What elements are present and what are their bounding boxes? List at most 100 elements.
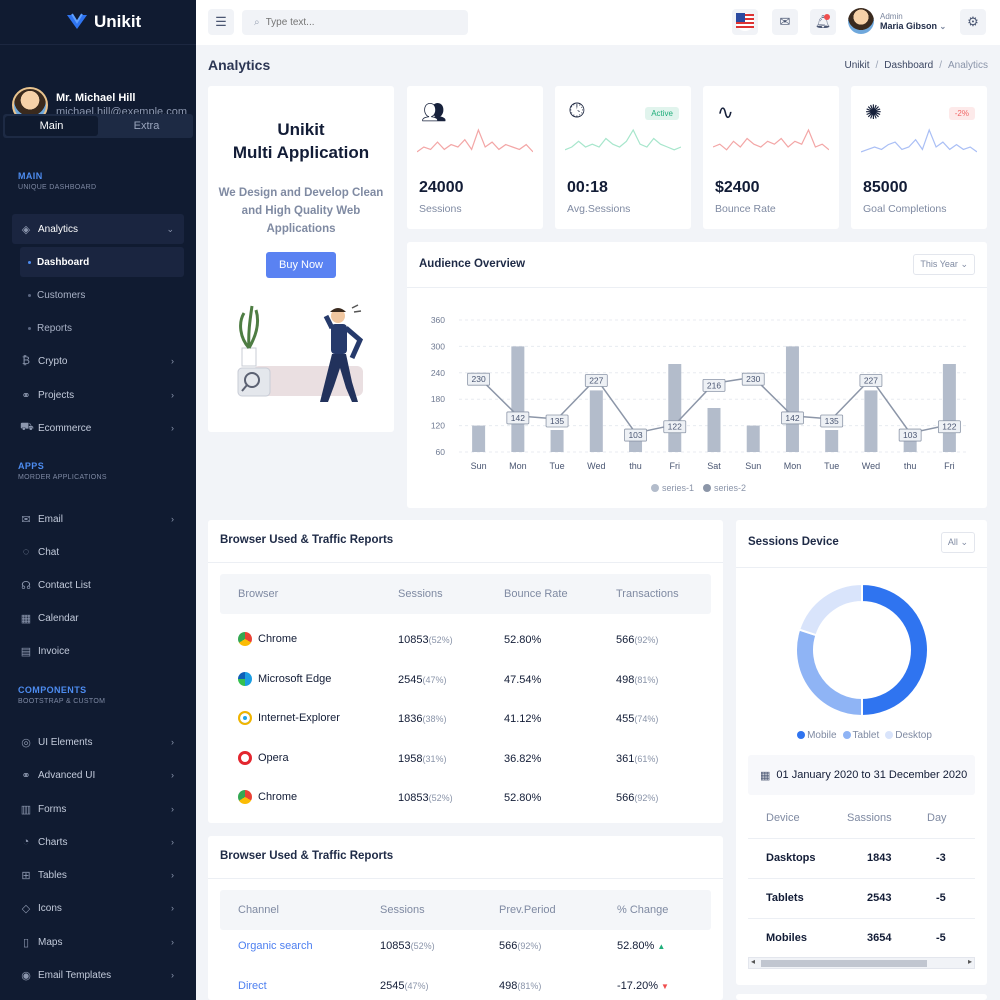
device-name: Tablets — [766, 892, 804, 904]
table-row[interactable]: Chrome 10853(52%) 52.80% 566(92%) — [208, 782, 723, 812]
ui-icon: ◎ — [21, 736, 31, 749]
sidebar-item-email-templates[interactable]: ◉ Email Templates › — [12, 960, 184, 990]
column-header: Sassions — [847, 812, 892, 824]
device-day: -5 — [936, 892, 946, 904]
x-tick-label: Wed — [587, 461, 605, 471]
mail-icon: ✉ — [21, 513, 31, 526]
buy-now-button[interactable]: Buy Now — [265, 252, 337, 278]
menu-toggle-button[interactable]: ☰ — [208, 9, 234, 35]
horizontal-scrollbar[interactable]: ◂ ▸ — [748, 957, 975, 969]
column-header: Sessions — [380, 904, 425, 916]
sidebar-item-dashboard[interactable]: Dashboard — [20, 247, 184, 277]
status-badge: Active — [645, 107, 679, 120]
stat-card: ✺ -2% 85000 Goal Completions — [851, 86, 987, 229]
sidebar-item-reports[interactable]: Reports — [20, 313, 184, 343]
sidebar-item-analytics[interactable]: ◈ Analytics ⌄ — [12, 214, 184, 244]
bar — [550, 430, 564, 452]
scroll-right-icon[interactable]: ▸ — [967, 957, 972, 966]
map-icon: ▯ — [22, 936, 30, 949]
sidebar-item-maps[interactable]: ▯ Maps › — [12, 927, 184, 957]
sessions-value: 10853 — [380, 940, 411, 952]
sidebar-item-calendar[interactable]: ▦ Calendar — [12, 603, 184, 633]
scroll-left-icon[interactable]: ◂ — [751, 957, 756, 966]
sidebar-item-email[interactable]: ✉ Email › — [12, 504, 184, 534]
bounce-rate-cell: 52.80% — [504, 792, 542, 804]
sidebar-item-invoice[interactable]: ▤ Invoice — [12, 636, 184, 666]
sidebar-item-ui-elements[interactable]: ◎ UI Elements › — [12, 727, 184, 757]
data-label-box — [467, 372, 491, 386]
sidebar-item-forms[interactable]: ▥ Forms › — [12, 794, 184, 824]
data-label: 122 — [668, 422, 682, 432]
sidebar-item-label: Customers — [37, 289, 86, 301]
x-tick-label: Fri — [944, 461, 955, 471]
tab-main[interactable]: Main — [5, 116, 98, 136]
table-row[interactable]: Organic search 10853(52%) 566(92%) 52.80% ▲ — [208, 940, 723, 970]
profile-name: Mr. Michael Hill — [56, 92, 136, 104]
column-header: Day — [927, 812, 947, 824]
sidebar-item-label: Maps — [38, 936, 63, 948]
sidebar-item-projects[interactable]: ⚭ Projects › — [12, 380, 184, 410]
chevron-right-icon: › — [171, 837, 174, 847]
transactions-percent: (81%) — [634, 674, 659, 685]
settings-button[interactable]: ⚙ — [960, 9, 986, 35]
sidebar-item-tables[interactable]: ⊞ Tables › — [12, 860, 184, 890]
user-role: Admin — [880, 11, 903, 21]
table-row[interactable]: Chrome 10853(52%) 52.80% 566(92%) — [208, 624, 723, 654]
sidebar-item-ecommerce[interactable]: ⛟ Ecommerce › — [12, 413, 184, 443]
transactions-percent: (92%) — [634, 635, 659, 645]
brand[interactable]: Unikit — [0, 0, 196, 45]
table-row[interactable]: Direct 2545(47%) 498(81%) -17.20% ▼ — [208, 980, 723, 1000]
data-label-box — [663, 420, 687, 434]
language-button[interactable] — [732, 9, 758, 35]
opera-icon — [238, 750, 252, 765]
sidebar-item-crypto[interactable]: ₿ Crypto › — [12, 346, 184, 376]
chevron-right-icon: › — [171, 356, 174, 366]
bar — [864, 390, 878, 452]
device-filter-dropdown[interactable]: All ⌄ — [940, 532, 975, 553]
search-input[interactable] — [265, 17, 446, 28]
chevron-right-icon: › — [171, 870, 174, 880]
section-title: MAIN — [18, 171, 43, 181]
sidebar-item-label: Reports — [37, 322, 73, 334]
y-tick-label: 240 — [431, 368, 445, 378]
sidebar-item-chat[interactable]: ◌ Chat — [12, 537, 184, 567]
bullet-icon — [28, 326, 31, 330]
notifications-button[interactable]: 🔔︎ — [810, 9, 836, 35]
channel-link[interactable]: Direct — [238, 979, 267, 992]
search-bar[interactable]: ⌕ — [242, 10, 468, 35]
sidebar-item-advanced-ui[interactable]: ⚭ Advanced UI › — [12, 760, 184, 790]
scrollbar-thumb[interactable] — [761, 960, 927, 967]
sidebar-item-label: Dashboard — [37, 256, 90, 268]
sidebar-item-customers[interactable]: Customers — [20, 280, 184, 310]
donut-slice — [861, 582, 929, 718]
breadcrumb-item[interactable]: Dashboard — [884, 60, 934, 71]
legend-label: Desktop — [895, 730, 932, 741]
channel-link[interactable]: Organic search — [238, 940, 313, 952]
sidebar-item-charts[interactable]: ◔ Charts › — [12, 827, 184, 857]
audience-chart: 60 120 180 240 300 360 230 142 135 227 103 122 216 23… — [431, 315, 969, 493]
mail-button[interactable]: ✉ — [772, 9, 798, 35]
chevron-down-icon: ⌄ — [166, 223, 174, 234]
table-row[interactable]: Opera 1958(31%) 36.82% 361(61%) — [208, 743, 723, 773]
table-row[interactable]: Internet-Explorer 1836(38%) 41.12% 455(74%) — [208, 703, 723, 733]
user-menu[interactable]: Admin Maria Gibson ⌄ — [848, 8, 946, 34]
prev-value: 566 — [499, 940, 518, 952]
sidebar-item-label: Chat — [38, 546, 60, 558]
sidebar-item-icons[interactable]: ◇ Icons › — [12, 893, 184, 923]
tab-extra[interactable]: Extra — [133, 120, 160, 132]
sidebar-item-label: Projects — [38, 389, 75, 401]
x-tick-label: Mon — [509, 461, 527, 471]
sidebar-item-label: Email — [38, 513, 64, 525]
browser-name: Opera — [258, 751, 289, 764]
chevron-right-icon: › — [171, 514, 174, 524]
prev-percent: (81%) — [517, 980, 542, 991]
users-icon: 👥︎ — [421, 102, 447, 124]
device-day: -3 — [936, 852, 946, 864]
sessions-value: 1958 — [398, 752, 423, 765]
table-row[interactable]: Microsoft Edge 2545(47%) 47.54% 498(81%) — [208, 664, 723, 694]
bullet-icon — [28, 293, 31, 297]
sidebar-item-label: Icons — [38, 902, 62, 914]
period-dropdown[interactable]: This Year ⌄ — [913, 254, 975, 275]
breadcrumb-item[interactable]: Unikit — [844, 60, 870, 71]
sidebar-item-contact-list[interactable]: ☊ Contact List — [12, 570, 184, 600]
